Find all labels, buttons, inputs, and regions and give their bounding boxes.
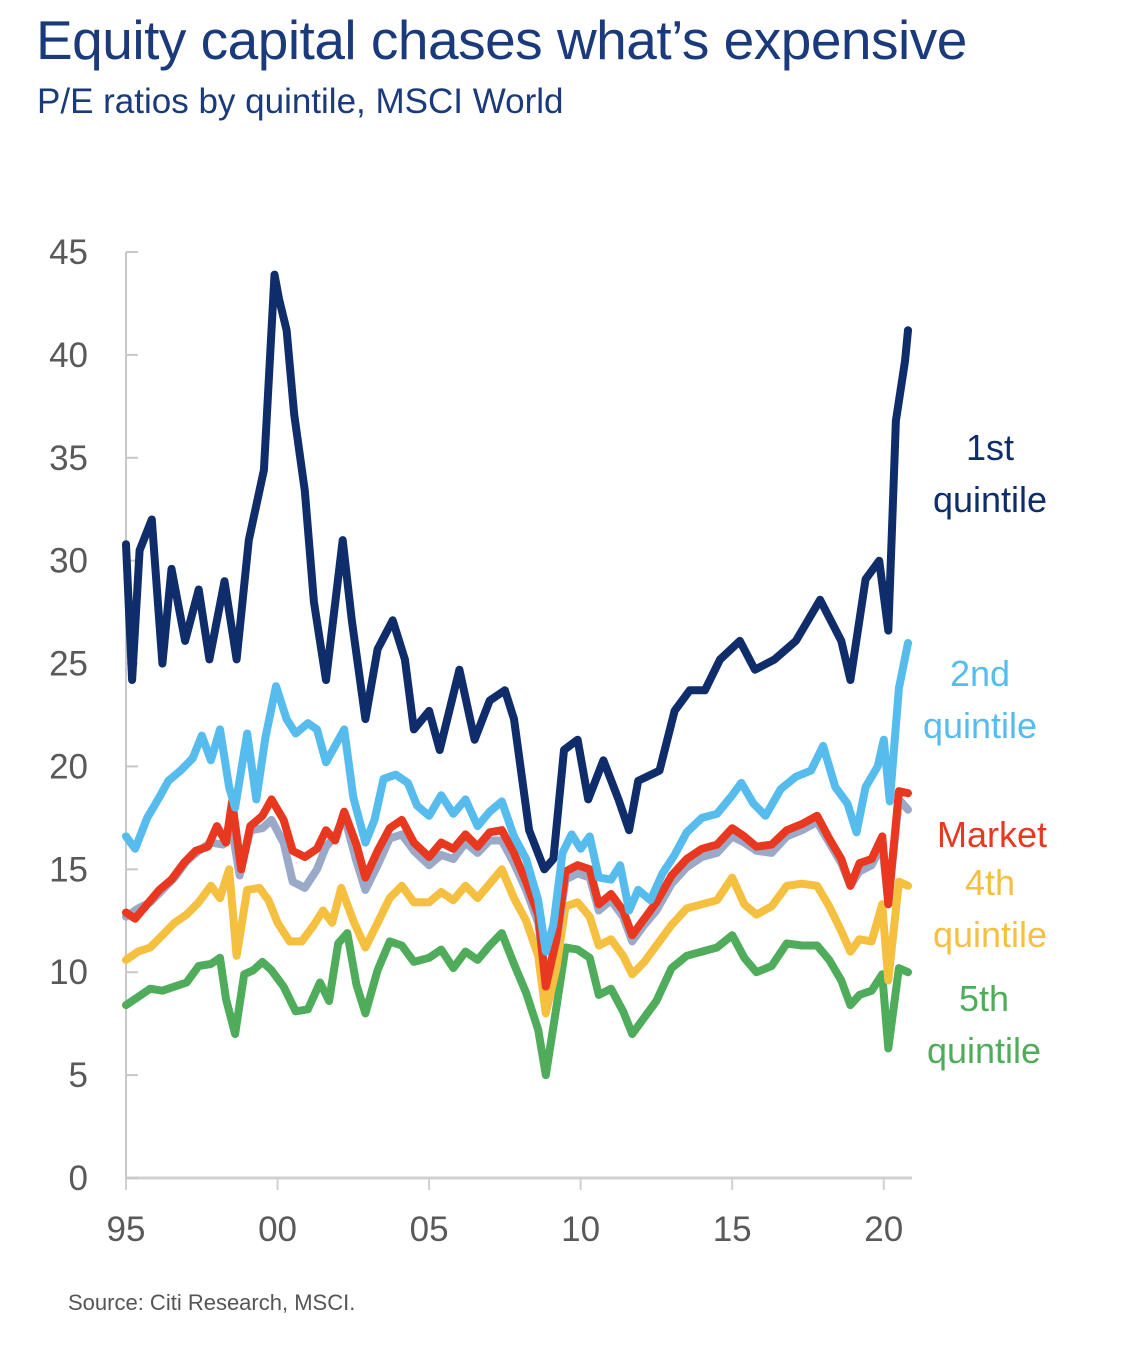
x-tick-label: 20 bbox=[864, 1210, 903, 1249]
series-line-market bbox=[122, 787, 912, 991]
y-tick-label: 25 bbox=[49, 645, 88, 684]
x-tick-label: 05 bbox=[410, 1210, 449, 1249]
series-label-4th-quintile: 4th bbox=[965, 862, 1015, 903]
series-label-4th-quintile: quintile bbox=[933, 914, 1047, 955]
x-tick-label: 95 bbox=[107, 1210, 146, 1249]
series-line-4th-quintile bbox=[122, 865, 912, 1018]
series-line-1st-quintile bbox=[122, 270, 912, 874]
y-tick-label: 10 bbox=[49, 953, 88, 992]
y-tick-label: 45 bbox=[49, 233, 88, 272]
y-tick-label: 35 bbox=[49, 439, 88, 478]
series-lines bbox=[122, 270, 912, 1080]
series-label-5th-quintile: 5th bbox=[959, 978, 1009, 1019]
series-label-1st-quintile: 1st bbox=[966, 427, 1014, 468]
chart-title: Equity capital chases what’s expensive bbox=[36, 9, 967, 71]
series-line-5th-quintile bbox=[122, 929, 912, 1080]
series-label-2nd-quintile: 2nd bbox=[950, 653, 1010, 694]
series-label-2nd-quintile: quintile bbox=[923, 705, 1037, 746]
y-tick-label: 15 bbox=[49, 850, 88, 889]
series-label-1st-quintile: quintile bbox=[933, 479, 1047, 520]
y-tick-label: 30 bbox=[49, 542, 88, 581]
series-labels: 1st quintile 2nd quintile Market 4th quintile 5… bbox=[923, 427, 1047, 1071]
y-tick-label: 5 bbox=[69, 1056, 88, 1095]
y-tick-label: 0 bbox=[69, 1159, 88, 1198]
series-line-2nd-quintile bbox=[122, 639, 912, 956]
x-tick-label: 15 bbox=[713, 1210, 752, 1249]
series-label-5th-quintile: quintile bbox=[927, 1030, 1041, 1071]
source-note: Source: Citi Research, MSCI. bbox=[68, 1290, 356, 1315]
x-tick-label: 00 bbox=[258, 1210, 297, 1249]
x-tick-label: 10 bbox=[561, 1210, 600, 1249]
y-tick-label: 40 bbox=[49, 336, 88, 375]
y-tick-label: 20 bbox=[49, 747, 88, 786]
series-label-market: Market bbox=[937, 814, 1047, 855]
chart-subtitle: P/E ratios by quintile, MSCI World bbox=[37, 82, 564, 121]
